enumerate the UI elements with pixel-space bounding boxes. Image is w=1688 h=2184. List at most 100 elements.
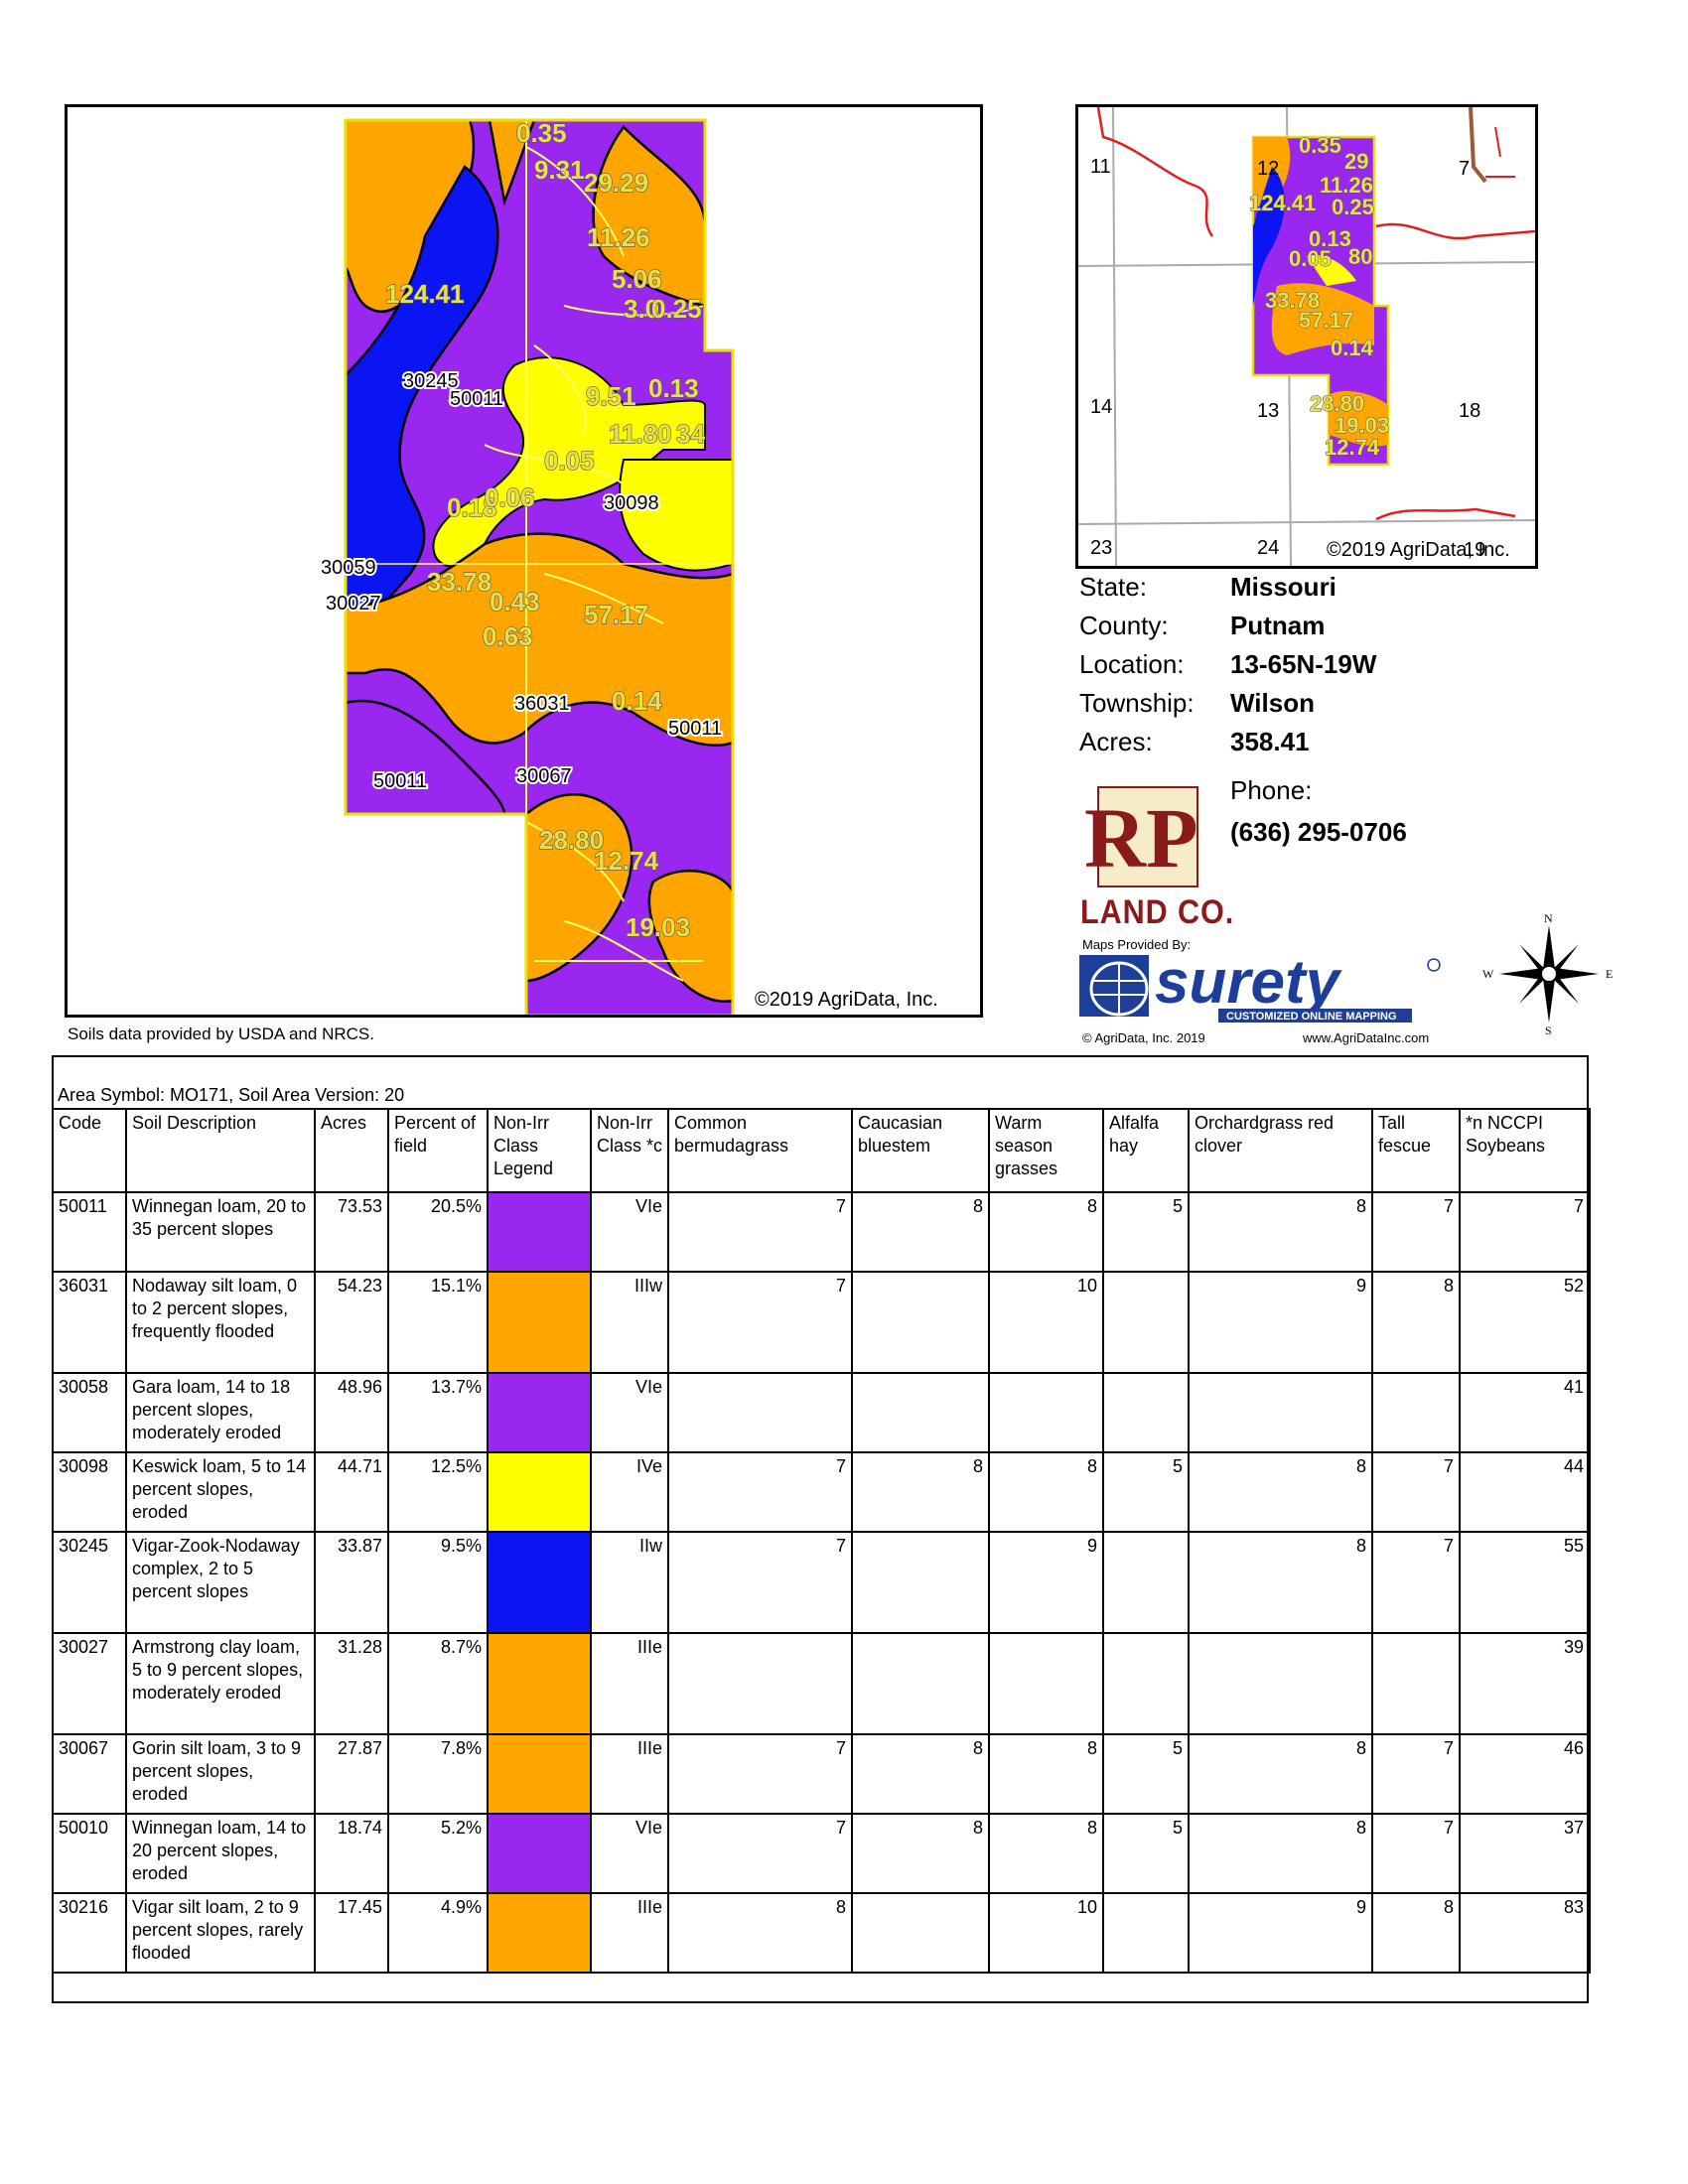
section-number: 18	[1459, 400, 1480, 422]
cell-orch: 8	[1188, 1191, 1373, 1273]
map-soil-code: 50011	[373, 770, 427, 792]
info-label: Township:	[1079, 688, 1195, 718]
cell-code: 30058	[52, 1372, 127, 1453]
map-label: 0.13	[648, 373, 699, 403]
cell-code: 50010	[52, 1813, 127, 1894]
cell-cls: VIe	[590, 1813, 669, 1894]
cell-fescue: 8	[1371, 1271, 1461, 1374]
class-legend-swatch	[487, 1892, 592, 1974]
info-value: Wilson	[1230, 688, 1315, 718]
cell-desc: Keswick loam, 5 to 14 percent slopes, er…	[125, 1451, 316, 1533]
map-label: 11.26	[587, 222, 650, 252]
cell-desc: Armstrong clay loam, 5 to 9 percent slop…	[125, 1632, 316, 1735]
cell-alf: 5	[1102, 1451, 1190, 1533]
cell-orch: 8	[1188, 1451, 1373, 1533]
cell-berm: 7	[667, 1191, 853, 1273]
phone-number: (636) 295-0706	[1230, 817, 1407, 847]
cell-cls: IIIe	[590, 1733, 669, 1815]
cell-desc: Gorin silt loam, 3 to 9 percent slopes, …	[125, 1733, 316, 1815]
legend-color	[489, 1273, 590, 1372]
cell-pct: 20.5%	[387, 1191, 489, 1273]
cell-fescue: 8	[1371, 1892, 1461, 1974]
column-header: Percent of field	[387, 1108, 489, 1193]
cell-cauc	[851, 1892, 990, 1974]
cell-cls: IIw	[590, 1531, 669, 1634]
locator-label: 12.74	[1325, 435, 1380, 460]
cell-cauc: 8	[851, 1451, 990, 1533]
cell-nccpi: 83	[1459, 1892, 1591, 1974]
class-legend-swatch	[487, 1632, 592, 1735]
cell-berm	[667, 1632, 853, 1735]
cell-pct: 15.1%	[387, 1271, 489, 1374]
cell-cauc	[851, 1372, 990, 1453]
cell-nccpi: 39	[1459, 1632, 1591, 1735]
table-row: 30098 Keswick loam, 5 to 14 percent slope…	[52, 1451, 1591, 1533]
class-legend-swatch	[487, 1372, 592, 1453]
map-label: 0.43	[490, 587, 540, 616]
class-legend-swatch	[487, 1813, 592, 1894]
cell-code: 30067	[52, 1733, 127, 1815]
soil-table-body: 50011 Winnegan loam, 20 to 35 percent slo…	[52, 1191, 1591, 1974]
surety-logo: surety CUSTOMIZED ONLINE MAPPING	[1079, 948, 1447, 1026]
cell-pct: 13.7%	[387, 1372, 489, 1453]
cell-alf	[1102, 1531, 1190, 1634]
compass-w: W	[1482, 967, 1494, 981]
cell-desc: Vigar-Zook-Nodaway complex, 2 to 5 perce…	[125, 1531, 316, 1634]
cell-fescue	[1371, 1632, 1461, 1735]
field-boundary	[344, 118, 735, 1015]
cell-fescue	[1371, 1372, 1461, 1453]
cell-pct: 5.2%	[387, 1813, 489, 1894]
cell-acres: 17.45	[314, 1892, 389, 1974]
column-header: Acres	[314, 1108, 389, 1193]
soil-map: 0.35 9.31 29.29 11.26 124.41 5.06 3.0 0.…	[65, 104, 983, 1018]
cell-alf	[1102, 1892, 1190, 1974]
map-soil-code: 36031	[514, 693, 570, 715]
locator-label: 0.35	[1299, 133, 1341, 158]
cell-berm: 7	[667, 1271, 853, 1374]
cell-berm: 7	[667, 1531, 853, 1634]
cell-nccpi: 41	[1459, 1372, 1591, 1453]
legend-color	[489, 1533, 590, 1632]
map-soil-code: 30245	[403, 370, 459, 392]
cell-acres: 18.74	[314, 1813, 389, 1894]
map-label: 0.63	[483, 621, 533, 651]
map-label: 12.74	[594, 846, 659, 876]
cell-desc: Winnegan loam, 20 to 35 percent slopes	[125, 1191, 316, 1273]
map-label: 3.0	[624, 294, 659, 324]
locator-map-canvas: 11 12 7 14 13 18 23 24 19 0.35 29 124.41…	[1078, 107, 1535, 566]
locator-label: 29	[1344, 149, 1368, 174]
cell-code: 50011	[52, 1191, 127, 1273]
cell-fescue: 7	[1371, 1191, 1461, 1273]
table-row: 36031 Nodaway silt loam, 0 to 2 percent s…	[52, 1271, 1591, 1374]
cell-cauc	[851, 1271, 990, 1374]
map-label: 5.06	[612, 264, 662, 294]
legend-color	[489, 1193, 590, 1271]
table-row: 30027 Armstrong clay loam, 5 to 9 percent…	[52, 1632, 1591, 1735]
map-soil-code: 30027	[326, 593, 381, 614]
cell-berm: 7	[667, 1451, 853, 1533]
table-row: 50011 Winnegan loam, 20 to 35 percent slo…	[52, 1191, 1591, 1273]
cell-warm: 8	[988, 1813, 1104, 1894]
cell-orch: 8	[1188, 1531, 1373, 1634]
class-legend-swatch	[487, 1733, 592, 1815]
map-label: 0.14	[612, 686, 662, 716]
locator-label: 0.25	[1332, 195, 1374, 219]
locator-label: 0.14	[1331, 336, 1374, 360]
table-row: 50010 Winnegan loam, 14 to 20 percent slo…	[52, 1813, 1591, 1894]
cell-alf: 5	[1102, 1733, 1190, 1815]
map-soil-code: 50011	[668, 718, 722, 740]
legend-color	[489, 1894, 590, 1972]
cell-cls: IIIe	[590, 1632, 669, 1735]
cell-cls: IIIw	[590, 1271, 669, 1374]
cell-warm: 9	[988, 1531, 1104, 1634]
cell-alf: 5	[1102, 1813, 1190, 1894]
map-label: 0.18	[447, 492, 497, 522]
map-label: 11.80	[609, 419, 672, 449]
locator-label: 11.26	[1320, 173, 1373, 198]
locator-label: 0.05	[1289, 246, 1332, 271]
info-label: Acres:	[1079, 727, 1153, 756]
section-number: 23	[1090, 537, 1112, 559]
class-legend-swatch	[487, 1271, 592, 1374]
map-label: 34	[676, 419, 705, 449]
table-row: 30245 Vigar-Zook-Nodaway complex, 2 to 5 …	[52, 1531, 1591, 1634]
